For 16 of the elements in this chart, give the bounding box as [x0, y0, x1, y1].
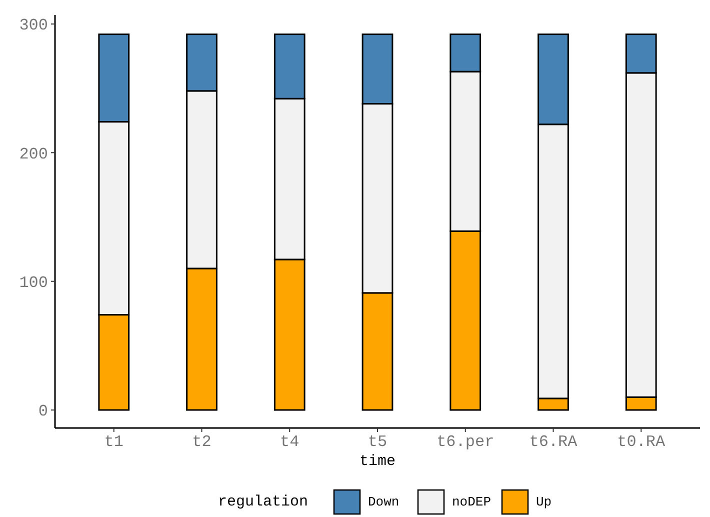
- x-tick-label: t6.per: [436, 433, 494, 451]
- x-axis-title: time: [359, 453, 396, 470]
- legend-title: regulation: [218, 494, 308, 510]
- y-tick-label: 300: [19, 16, 48, 35]
- y-tick-label: 100: [19, 274, 48, 292]
- x-tick-label: t1: [104, 433, 124, 451]
- x-tick-label: t4: [280, 433, 300, 451]
- y-tick-label: 0: [38, 402, 48, 421]
- legend-label: Up: [536, 494, 552, 510]
- legend-label: noDEP: [452, 494, 492, 510]
- x-tick-label: t0.RA: [617, 433, 666, 451]
- y-tick-label: 200: [19, 145, 48, 164]
- legend-label: Down: [368, 494, 400, 510]
- x-tick-label: t6.RA: [529, 433, 578, 451]
- x-tick-label: t2: [192, 433, 212, 451]
- x-tick-label: t5: [368, 433, 388, 451]
